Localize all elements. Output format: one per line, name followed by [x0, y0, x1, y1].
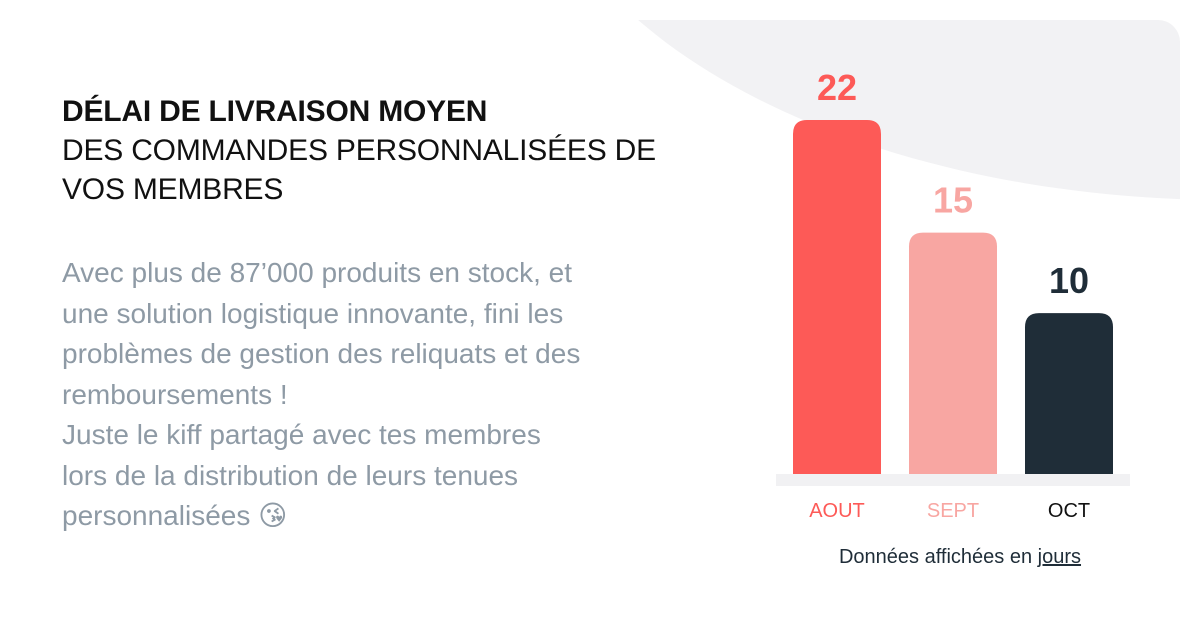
category-label-sept: SEPT	[927, 500, 979, 522]
description-line: problèmes de gestion des reliquats et de…	[62, 338, 581, 369]
headline: DÉLAI DE LIVRAISON MOYEN DES COMMANDES P…	[62, 92, 712, 209]
value-label-aout: 22	[817, 67, 857, 108]
value-label-oct: 10	[1049, 260, 1089, 301]
bar-chart: 22 AOUT 15 SEPT 10 OCT	[770, 40, 1150, 600]
description-line: Juste le kiff partagé avec tes membres	[62, 419, 541, 450]
description-line: lors de la distribution de leurs tenues	[62, 459, 519, 491]
headline-line-3: VOS MEMBRES	[62, 173, 284, 206]
category-label-aout: AOUT	[809, 500, 865, 522]
text-panel: DÉLAI DE LIVRAISON MOYEN DES COMMANDES P…	[62, 92, 712, 537]
bar-oct	[1025, 313, 1113, 474]
data-unit-prefix: Données affichées en	[838, 546, 1033, 568]
bar-aout	[793, 120, 881, 474]
headline-line-2: DES COMMANDES PERSONNALISÉES DE	[62, 134, 656, 167]
description-line: Avec plus de 87’000 produits en stock, e…	[62, 257, 573, 288]
category-label-oct: OCT	[1048, 500, 1090, 522]
headline-bold: DÉLAI DE LIVRAISON MOYEN	[62, 95, 488, 128]
description-line: une solution logistique innovante, fini …	[62, 297, 564, 329]
description-line: personnalisées 😘	[62, 500, 288, 531]
value-label-sept: 15	[933, 180, 973, 221]
description: Avec plus de 87’000 produits en stock, e…	[62, 253, 702, 537]
description-line: remboursements !	[62, 378, 288, 410]
chart-baseline	[776, 474, 1130, 486]
data-unit-note: Données affichées en jours	[770, 546, 1150, 569]
bar-chart-svg: 22 AOUT 15 SEPT 10 OCT	[776, 67, 1130, 522]
data-unit-link[interactable]: jours	[1037, 546, 1082, 568]
bar-sept	[909, 232, 997, 474]
